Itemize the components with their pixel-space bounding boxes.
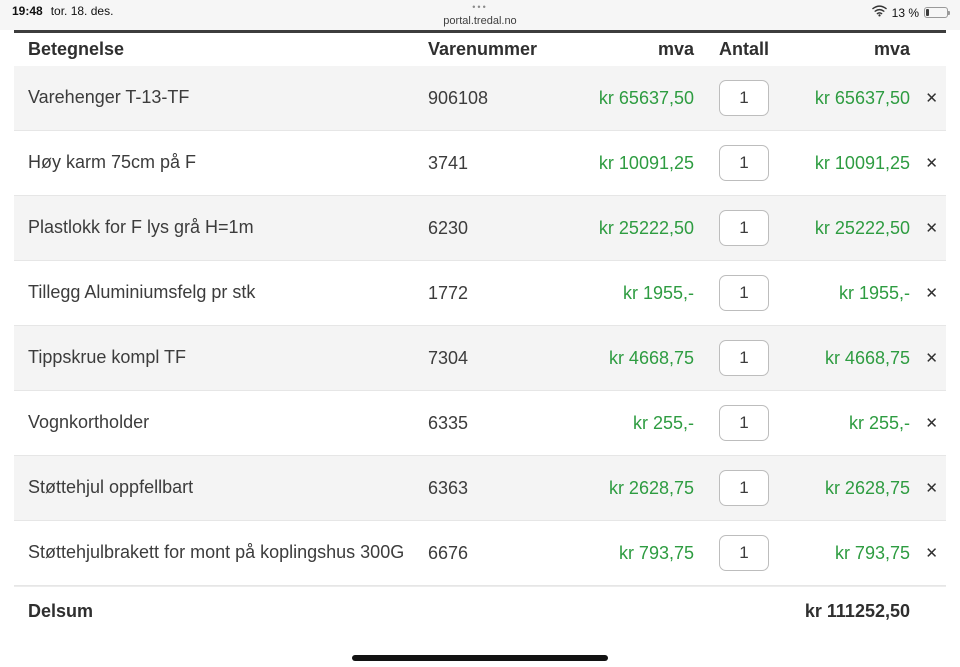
quantity-input[interactable] — [719, 470, 769, 506]
item-line-total: kr 793,75 — [834, 542, 910, 563]
table-row: Tillegg Aluminiumsfelg pr stk 1772 kr 19… — [14, 261, 946, 326]
item-line-total: kr 4668,75 — [824, 347, 910, 368]
item-name: Høy karm 75cm på F — [28, 152, 197, 173]
remove-item-button[interactable]: ✕ — [921, 85, 942, 111]
item-line-total: kr 2628,75 — [824, 477, 910, 498]
wifi-icon — [871, 5, 887, 20]
item-number: 3741 — [428, 152, 469, 173]
subtotal-row: Delsum kr 111252,50 — [14, 586, 946, 636]
item-unit-price: kr 255,- — [632, 412, 694, 433]
quantity-input[interactable] — [719, 145, 769, 181]
remove-item-button[interactable]: ✕ — [921, 215, 942, 241]
header-mva-total: mva — [873, 39, 910, 59]
subtotal-value: kr 111252,50 — [804, 601, 910, 621]
quantity-input[interactable] — [719, 340, 769, 376]
item-number: 7304 — [428, 347, 469, 368]
table-row: Varehenger T-13-TF 906108 kr 65637,50 kr… — [14, 66, 946, 131]
item-unit-price: kr 65637,50 — [598, 87, 694, 108]
item-name: Vognkortholder — [28, 412, 150, 433]
header-betegnelse: Betegnelse — [28, 39, 125, 59]
item-name: Varehenger T-13-TF — [28, 87, 190, 108]
item-name: Støttehjul oppfellbart — [28, 477, 194, 498]
table-row: Tippskrue kompl TF 7304 kr 4668,75 kr 46… — [14, 326, 946, 391]
item-line-total: kr 10091,25 — [814, 152, 910, 173]
remove-item-button[interactable]: ✕ — [921, 280, 942, 306]
header-antall: Antall — [718, 39, 769, 59]
battery-icon — [924, 7, 950, 18]
table-row: Høy karm 75cm på F 3741 kr 10091,25 kr 1… — [14, 131, 946, 196]
remove-item-button[interactable]: ✕ — [921, 475, 942, 501]
home-indicator[interactable] — [352, 655, 608, 661]
table-body: Varehenger T-13-TF 906108 kr 65637,50 kr… — [14, 66, 946, 586]
item-unit-price: kr 2628,75 — [608, 477, 694, 498]
clock-date: tor. 18. des. — [50, 4, 114, 18]
item-line-total: kr 65637,50 — [814, 87, 910, 108]
item-unit-price: kr 793,75 — [618, 542, 694, 563]
table-header-row: Betegnelse Varenummer mva Antall mva — [14, 33, 946, 66]
item-unit-price: kr 1955,- — [622, 282, 694, 303]
table-row: Støttehjulbrakett for mont på koplingshu… — [14, 521, 946, 586]
item-number: 906108 — [428, 87, 489, 108]
tab-overflow-dots-icon[interactable]: ••• — [472, 2, 488, 12]
item-number: 1772 — [428, 282, 469, 303]
remove-item-button[interactable]: ✕ — [921, 345, 942, 371]
remove-item-button[interactable]: ✕ — [921, 410, 942, 436]
item-line-total: kr 1955,- — [838, 282, 910, 303]
item-name: Tillegg Aluminiumsfelg pr stk — [28, 282, 256, 303]
quantity-input[interactable] — [719, 210, 769, 246]
item-unit-price: kr 4668,75 — [608, 347, 694, 368]
remove-item-button[interactable]: ✕ — [921, 540, 942, 566]
order-items-table: Betegnelse Varenummer mva Antall mva Var… — [14, 30, 946, 636]
header-varenummer: Varenummer — [428, 39, 538, 59]
clock-time: 19:48 — [12, 4, 43, 18]
address-bar-collapsed[interactable]: ••• portal.tredal.no — [0, 3, 960, 28]
item-line-total: kr 255,- — [848, 412, 910, 433]
item-unit-price: kr 10091,25 — [598, 152, 694, 173]
url-label[interactable]: portal.tredal.no — [443, 15, 517, 27]
table-row: Plastlokk for F lys grå H=1m 6230 kr 252… — [14, 196, 946, 261]
quantity-input[interactable] — [719, 80, 769, 116]
item-number: 6230 — [428, 217, 469, 238]
header-mva-unit: mva — [657, 39, 694, 59]
status-indicators: 13 % — [871, 5, 950, 20]
quantity-input[interactable] — [719, 275, 769, 311]
item-number: 6363 — [428, 477, 469, 498]
subtotal-label: Delsum — [28, 601, 94, 621]
quantity-input[interactable] — [719, 535, 769, 571]
battery-percent-label: 13 % — [891, 5, 919, 20]
item-unit-price: kr 25222,50 — [598, 217, 694, 238]
status-bar: 19:48 tor. 18. des. ••• portal.tredal.no … — [0, 0, 960, 30]
item-number: 6676 — [428, 542, 469, 563]
item-name: Tippskrue kompl TF — [28, 347, 187, 368]
quantity-input[interactable] — [719, 405, 769, 441]
status-time-date: 19:48 tor. 18. des. — [12, 4, 113, 18]
item-name: Plastlokk for F lys grå H=1m — [28, 217, 254, 238]
table-row: Støttehjul oppfellbart 6363 kr 2628,75 k… — [14, 456, 946, 521]
remove-item-button[interactable]: ✕ — [921, 150, 942, 176]
item-name: Støttehjulbrakett for mont på koplingshu… — [28, 542, 405, 563]
item-line-total: kr 25222,50 — [814, 217, 910, 238]
table-row: Vognkortholder 6335 kr 255,- kr 255,- ✕ — [14, 391, 946, 456]
item-number: 6335 — [428, 412, 469, 433]
